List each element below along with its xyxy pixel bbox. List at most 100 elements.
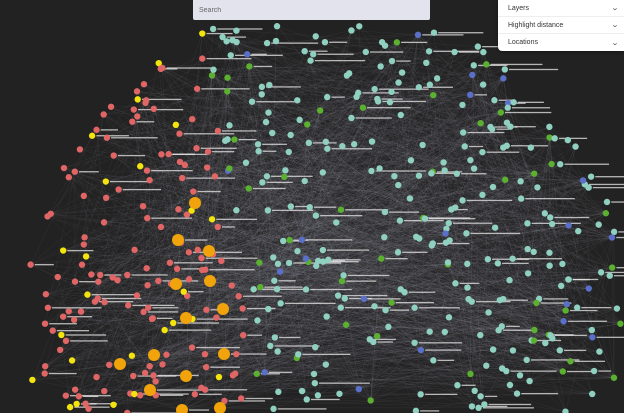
graph-node[interactable] bbox=[507, 123, 514, 130]
graph-node[interactable] bbox=[610, 374, 618, 381]
graph-node[interactable] bbox=[595, 221, 602, 228]
graph-node[interactable] bbox=[397, 111, 404, 119]
graph-node[interactable] bbox=[563, 301, 570, 308]
graph-node[interactable] bbox=[133, 292, 141, 299]
graph-node[interactable] bbox=[597, 269, 605, 276]
graph-node[interactable] bbox=[442, 230, 449, 237]
graph-node[interactable] bbox=[572, 143, 579, 150]
graph-node[interactable] bbox=[452, 204, 459, 211]
graph-node[interactable] bbox=[564, 136, 572, 144]
graph-node[interactable] bbox=[103, 134, 111, 141]
graph-node[interactable] bbox=[221, 397, 228, 405]
graph-node[interactable] bbox=[371, 303, 378, 310]
graph-node[interactable] bbox=[224, 74, 231, 81]
graph-node[interactable] bbox=[298, 387, 306, 395]
graph-node[interactable] bbox=[88, 132, 96, 139]
graph-node[interactable] bbox=[163, 351, 170, 358]
graph-node[interactable] bbox=[235, 292, 242, 300]
graph-node[interactable] bbox=[214, 402, 226, 413]
graph-node[interactable] bbox=[324, 145, 331, 152]
graph-node[interactable] bbox=[314, 392, 322, 399]
graph-node[interactable] bbox=[254, 141, 262, 148]
graph-node[interactable] bbox=[303, 396, 310, 403]
graph-node[interactable] bbox=[258, 83, 266, 91]
graph-node[interactable] bbox=[199, 55, 206, 62]
graph-node[interactable] bbox=[464, 260, 471, 268]
graph-node[interactable] bbox=[100, 219, 108, 226]
graph-node[interactable] bbox=[193, 85, 201, 92]
graph-node[interactable] bbox=[80, 192, 88, 200]
graph-node[interactable] bbox=[250, 286, 257, 293]
graph-node[interactable] bbox=[304, 121, 311, 128]
graph-node[interactable] bbox=[287, 131, 294, 139]
graph-node[interactable] bbox=[91, 298, 99, 305]
graph-node[interactable] bbox=[59, 313, 67, 320]
graph-node[interactable] bbox=[312, 343, 319, 351]
graph-node[interactable] bbox=[180, 288, 187, 295]
graph-node[interactable] bbox=[60, 164, 68, 172]
graph-node[interactable] bbox=[201, 350, 209, 358]
graph-node[interactable] bbox=[467, 156, 474, 164]
graph-node[interactable] bbox=[178, 174, 186, 182]
graph-node[interactable] bbox=[282, 167, 289, 174]
graph-node[interactable] bbox=[491, 97, 498, 104]
graph-node[interactable] bbox=[143, 167, 151, 174]
graph-node[interactable] bbox=[509, 255, 516, 262]
graph-node[interactable] bbox=[549, 335, 556, 342]
graph-node[interactable] bbox=[110, 401, 117, 408]
graph-node[interactable] bbox=[548, 160, 555, 168]
graph-node[interactable] bbox=[321, 39, 329, 46]
graph-node[interactable] bbox=[263, 173, 271, 180]
graph-node[interactable] bbox=[185, 276, 193, 283]
graph-node[interactable] bbox=[311, 379, 319, 387]
graph-node[interactable] bbox=[134, 113, 141, 120]
graph-node[interactable] bbox=[337, 304, 344, 311]
graph-node[interactable] bbox=[479, 191, 486, 199]
graph-node[interactable] bbox=[114, 276, 121, 284]
graph-node[interactable] bbox=[367, 397, 374, 404]
graph-node[interactable] bbox=[467, 91, 474, 99]
graph-node[interactable] bbox=[175, 206, 182, 213]
graph-node[interactable] bbox=[531, 326, 538, 334]
search-input[interactable] bbox=[193, 0, 430, 20]
graph-node[interactable] bbox=[134, 96, 141, 103]
graph-node[interactable] bbox=[272, 37, 280, 45]
graph-node[interactable] bbox=[356, 23, 363, 30]
graph-node[interactable] bbox=[368, 167, 375, 175]
graph-node[interactable] bbox=[342, 321, 350, 328]
graph-node[interactable] bbox=[487, 123, 494, 131]
graph-node[interactable] bbox=[468, 403, 476, 410]
graph-node[interactable] bbox=[388, 57, 396, 65]
graph-node[interactable] bbox=[373, 332, 381, 340]
graph-node[interactable] bbox=[152, 378, 159, 385]
graph-node[interactable] bbox=[341, 295, 348, 302]
graph-node[interactable] bbox=[429, 240, 436, 247]
graph-node[interactable] bbox=[603, 198, 611, 206]
graph-node[interactable] bbox=[141, 369, 149, 377]
graph-node[interactable] bbox=[306, 203, 313, 211]
graph-node[interactable] bbox=[419, 141, 426, 149]
graph-node[interactable] bbox=[548, 220, 556, 228]
graph-node[interactable] bbox=[585, 285, 592, 292]
graph-node[interactable] bbox=[542, 339, 549, 347]
graph-node[interactable] bbox=[258, 91, 265, 98]
graph-node[interactable] bbox=[107, 103, 115, 110]
graph-node[interactable] bbox=[613, 305, 621, 312]
graph-node[interactable] bbox=[333, 219, 340, 226]
graph-node[interactable] bbox=[148, 349, 160, 361]
graph-node[interactable] bbox=[479, 81, 487, 88]
graph-node[interactable] bbox=[84, 291, 91, 298]
graph-node[interactable] bbox=[77, 308, 85, 315]
graph-node[interactable] bbox=[275, 388, 282, 396]
graph-node[interactable] bbox=[201, 386, 209, 393]
graph-node[interactable] bbox=[270, 405, 277, 413]
graph-node[interactable] bbox=[65, 174, 72, 181]
graph-node[interactable] bbox=[217, 303, 229, 315]
graph-node[interactable] bbox=[227, 52, 234, 59]
graph-node[interactable] bbox=[208, 72, 216, 79]
layers-dropdown[interactable]: Layers ⌄ bbox=[498, 0, 624, 17]
graph-node[interactable] bbox=[58, 331, 65, 339]
graph-node[interactable] bbox=[198, 254, 205, 262]
graph-node[interactable] bbox=[255, 148, 262, 155]
graph-node[interactable] bbox=[407, 157, 415, 164]
